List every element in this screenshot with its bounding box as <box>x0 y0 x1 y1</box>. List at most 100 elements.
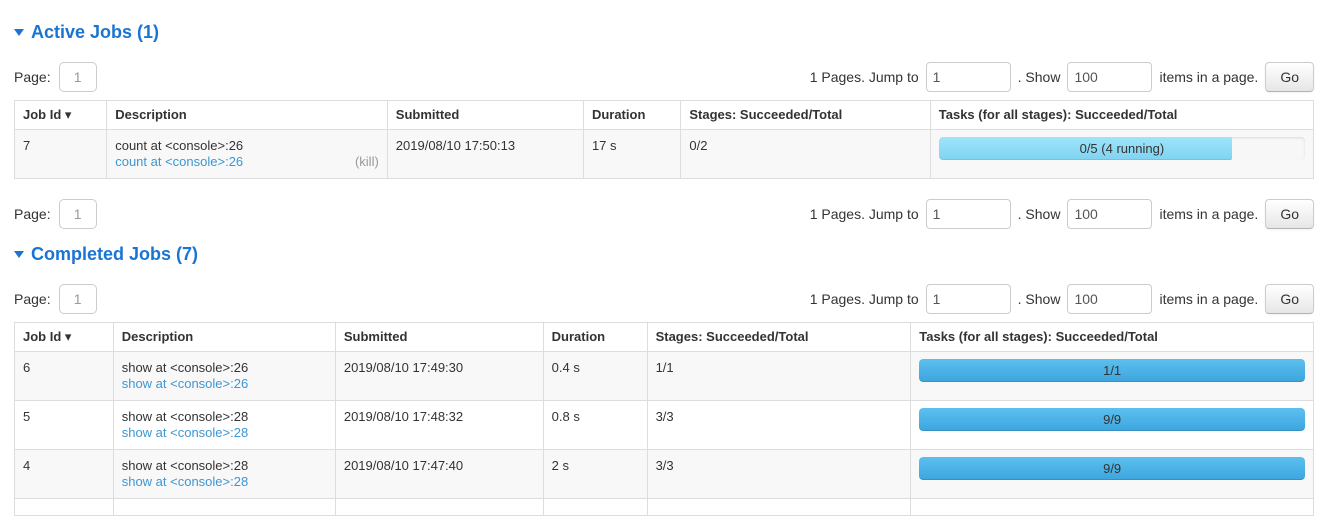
pages-jump-label: 1 Pages. Jump to <box>809 206 919 222</box>
show-label: . Show <box>1017 69 1061 85</box>
column-header-tasks[interactable]: Tasks (for all stages): Succeeded/Total <box>910 322 1314 352</box>
spark-jobs-page: Active Jobs (1) Page: 1 Pages. Jump to .… <box>0 22 1328 516</box>
items-per-page-input[interactable] <box>1067 284 1153 314</box>
tasks-progress-bar: 9/9 <box>919 457 1305 480</box>
tasks-cell: 0/5 (4 running) <box>929 129 1315 179</box>
page-label: Page: <box>14 69 51 85</box>
active-jobs-title: Active Jobs (1) <box>31 22 160 42</box>
items-in-page-label: items in a page. <box>1159 291 1259 307</box>
stages-cell: 3/3 <box>646 400 912 450</box>
active-jobs-header[interactable]: Active Jobs (1) <box>14 22 1314 42</box>
job-description-text: count at <console>:26 <box>115 138 244 153</box>
completed-job-row: 4 show at <console>:28 show at <console>… <box>14 449 1314 499</box>
column-header-duration[interactable]: Duration <box>542 322 648 352</box>
job-id-cell: 5 <box>14 400 114 450</box>
progress-fill <box>919 359 1305 382</box>
show-label: . Show <box>1017 291 1061 307</box>
column-header-submitted[interactable]: Submitted <box>334 322 544 352</box>
job-description-text: show at <console>:26 <box>121 360 249 375</box>
column-header-stages[interactable]: Stages: Succeeded/Total <box>680 100 931 130</box>
duration-cell: 0.4 s <box>542 351 648 401</box>
tasks-progress-bar: 9/9 <box>919 408 1305 431</box>
active-job-row: 7 count at <console>:26 count at <consol… <box>13 129 1315 179</box>
collapse-arrow-icon <box>14 28 24 36</box>
column-header-description[interactable]: Description <box>106 100 388 130</box>
progress-label: 0/5 (4 running) <box>1079 141 1165 156</box>
tasks-cell: 9/9 <box>910 400 1314 450</box>
job-description-link[interactable]: show at <console>:28 <box>121 474 249 489</box>
duration-cell: 2 s <box>542 449 648 499</box>
job-description-link[interactable]: show at <console>:28 <box>121 425 249 440</box>
current-page-input[interactable] <box>58 62 97 92</box>
duration-cell: 17 s <box>582 129 682 179</box>
go-button[interactable]: Go <box>1265 62 1314 92</box>
description-cell: count at <console>:26 count at <console>… <box>106 129 388 179</box>
submitted-cell: 2019/08/10 17:49:30 <box>334 351 544 401</box>
items-in-page-label: items in a page. <box>1159 206 1259 222</box>
completed-jobs-title: Completed Jobs (7) <box>31 244 199 264</box>
job-id-cell: 7 <box>13 129 108 179</box>
table-header-row: Job Id ▾ Description Submitted Duration … <box>13 100 1315 130</box>
page-label: Page: <box>14 206 51 222</box>
job-description-text: show at <console>:28 <box>121 458 249 473</box>
items-per-page-input[interactable] <box>1067 199 1153 229</box>
completed-jobs-header[interactable]: Completed Jobs (7) <box>14 244 1314 264</box>
items-per-page-input[interactable] <box>1067 62 1153 92</box>
progress-fill <box>938 137 1232 160</box>
column-header-job-id[interactable]: Job Id ▾ <box>14 322 114 352</box>
description-cell: show at <console>:28 show at <console>:2… <box>112 400 336 450</box>
show-label: . Show <box>1017 206 1061 222</box>
description-cell: show at <console>:26 show at <console>:2… <box>112 351 336 401</box>
completed-jobs-table: Job Id ▾ Description Submitted Duration … <box>14 322 1314 516</box>
stages-cell: 1/1 <box>646 351 912 401</box>
completed-job-row: 5 show at <console>:28 show at <console>… <box>14 400 1314 450</box>
description-cell: show at <console>:28 show at <console>:2… <box>112 449 336 499</box>
column-header-stages[interactable]: Stages: Succeeded/Total <box>646 322 912 352</box>
submitted-cell: 2019/08/10 17:48:32 <box>334 400 544 450</box>
page-label: Page: <box>14 291 51 307</box>
submitted-cell: 2019/08/10 17:50:13 <box>386 129 584 179</box>
stages-cell: 0/2 <box>680 129 931 179</box>
stages-cell: 3/3 <box>646 449 912 499</box>
tasks-cell: 1/1 <box>910 351 1314 401</box>
current-page-input[interactable] <box>58 199 97 229</box>
table-header-row: Job Id ▾ Description Submitted Duration … <box>14 322 1314 352</box>
items-in-page-label: items in a page. <box>1159 69 1259 85</box>
active-jobs-pagination-top: Page: 1 Pages. Jump to . Show items in a… <box>14 62 1314 92</box>
active-jobs-table: Job Id ▾ Description Submitted Duration … <box>13 100 1315 179</box>
collapse-arrow-icon <box>14 250 24 258</box>
progress-label: 9/9 <box>1103 461 1122 476</box>
duration-cell: 0.8 s <box>542 400 648 450</box>
go-button[interactable]: Go <box>1265 199 1314 229</box>
tasks-cell: 9/9 <box>910 449 1314 499</box>
column-header-tasks[interactable]: Tasks (for all stages): Succeeded/Total <box>929 100 1315 130</box>
jump-to-page-input[interactable] <box>925 199 1011 229</box>
job-id-cell: 4 <box>14 449 114 499</box>
submitted-cell: 2019/08/10 17:47:40 <box>334 449 544 499</box>
progress-label: 1/1 <box>1103 363 1122 378</box>
column-header-submitted[interactable]: Submitted <box>386 100 584 130</box>
progress-fill <box>919 457 1305 480</box>
completed-job-row-partial <box>14 498 1314 516</box>
completed-job-row: 6 show at <console>:26 show at <console>… <box>14 351 1314 401</box>
job-id-cell: 6 <box>14 351 114 401</box>
column-header-duration[interactable]: Duration <box>582 100 682 130</box>
active-jobs-pagination-bottom: Page: 1 Pages. Jump to . Show items in a… <box>14 199 1314 229</box>
go-button[interactable]: Go <box>1265 284 1314 314</box>
jump-to-page-input[interactable] <box>925 284 1011 314</box>
column-header-description[interactable]: Description <box>112 322 336 352</box>
tasks-progress-bar: 1/1 <box>919 359 1305 382</box>
pages-jump-label: 1 Pages. Jump to <box>809 291 919 307</box>
kill-link[interactable]: (kill) <box>354 154 379 169</box>
job-description-text: show at <console>:28 <box>121 409 249 424</box>
column-header-job-id[interactable]: Job Id ▾ <box>13 100 108 130</box>
job-description-link[interactable]: show at <console>:26 <box>121 376 249 391</box>
tasks-progress-bar: 0/5 (4 running) <box>938 137 1305 160</box>
job-description-link[interactable]: count at <console>:26 <box>115 154 244 169</box>
progress-label: 9/9 <box>1103 412 1122 427</box>
progress-fill <box>919 408 1305 431</box>
pages-jump-label: 1 Pages. Jump to <box>809 69 919 85</box>
jump-to-page-input[interactable] <box>925 62 1011 92</box>
completed-jobs-pagination-top: Page: 1 Pages. Jump to . Show items in a… <box>14 284 1314 314</box>
current-page-input[interactable] <box>58 284 97 314</box>
